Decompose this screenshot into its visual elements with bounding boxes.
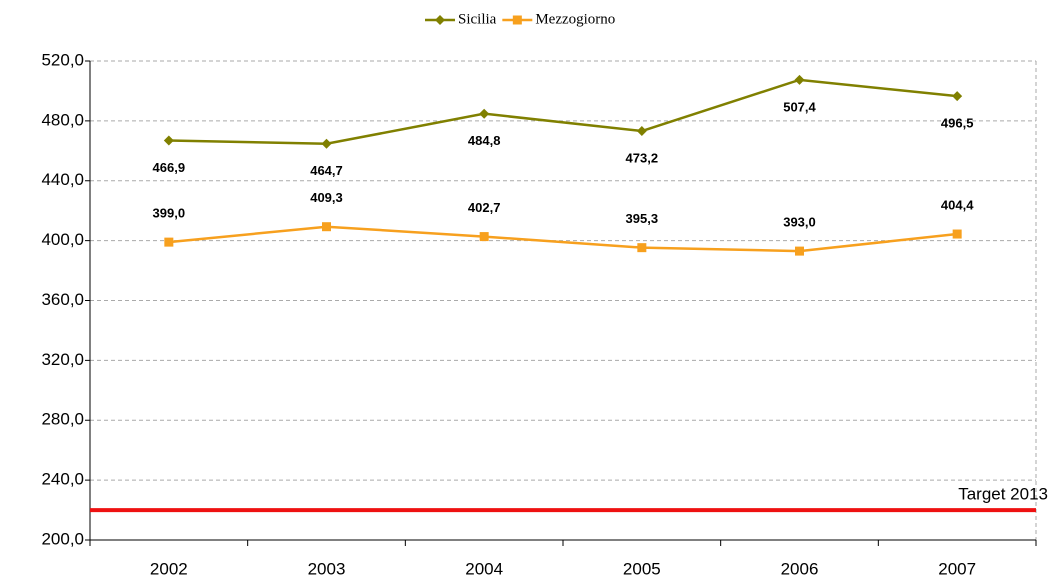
marker (479, 232, 489, 242)
data-label: 395,3 (626, 211, 659, 226)
y-tick-label: 240,0 (41, 470, 84, 489)
data-label: 399,0 (153, 206, 186, 221)
series-line (168, 225, 958, 253)
data-label: 404,4 (941, 197, 974, 212)
marker (636, 126, 647, 137)
data-label: 473,2 (626, 150, 659, 165)
y-tick-label: 480,0 (41, 110, 84, 129)
marker (163, 135, 174, 146)
x-tick-label: 2002 (150, 559, 188, 577)
marker (435, 15, 445, 25)
data-label: 393,0 (783, 215, 816, 230)
data-label: 507,4 (783, 99, 816, 114)
y-tick-label: 200,0 (41, 529, 84, 548)
legend-label: Sicilia (458, 11, 497, 27)
data-label: 466,9 (153, 160, 186, 175)
data-label: 402,7 (468, 200, 501, 215)
x-tick-label: 2005 (623, 559, 661, 577)
marker (795, 246, 804, 256)
x-tick-label: 2006 (781, 559, 819, 577)
marker (164, 237, 174, 247)
x-tick-label: 2007 (938, 559, 976, 577)
target-label: Target 2013 (958, 485, 1048, 504)
y-tick-label: 520,0 (41, 50, 84, 69)
y-tick-label: 280,0 (41, 410, 84, 429)
data-label: 484,8 (468, 133, 501, 148)
data-label: 464,7 (310, 163, 343, 178)
y-tick-label: 440,0 (41, 170, 84, 189)
x-tick-label: 2004 (465, 559, 503, 577)
marker (321, 138, 332, 149)
marker (322, 222, 331, 232)
marker (637, 243, 647, 253)
legend-label: Mezzogiorno (535, 11, 615, 27)
series-line (168, 78, 958, 146)
y-tick-label: 320,0 (41, 350, 84, 369)
data-label: 409,3 (310, 190, 343, 205)
marker (512, 15, 522, 25)
marker (952, 91, 963, 102)
y-tick-label: 360,0 (41, 290, 84, 309)
marker (479, 108, 490, 119)
data-label: 496,5 (941, 116, 974, 131)
marker (794, 74, 805, 85)
y-tick-label: 400,0 (41, 230, 84, 249)
x-tick-label: 2003 (308, 559, 346, 577)
marker (952, 229, 962, 239)
